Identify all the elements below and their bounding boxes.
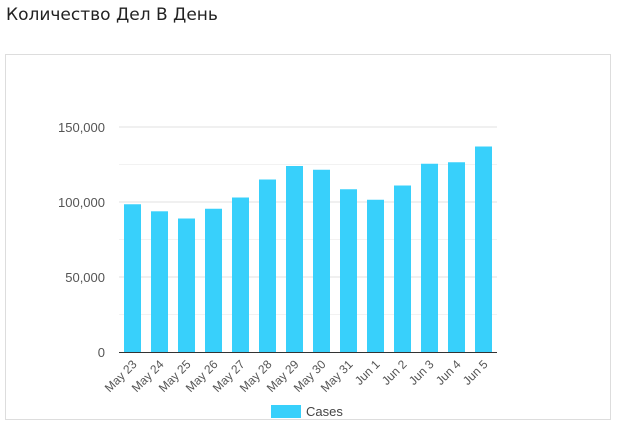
grid-layer bbox=[119, 126, 497, 315]
bar-1[interactable] bbox=[151, 211, 168, 352]
y-tick-label-2: 100,000 bbox=[58, 195, 105, 210]
bar-11[interactable] bbox=[421, 163, 438, 352]
y-tick-label-3: 150,000 bbox=[58, 120, 105, 135]
x-tick-label-11: Jun 3 bbox=[406, 357, 437, 388]
bar-6[interactable] bbox=[286, 166, 303, 352]
chart-card bbox=[5, 54, 611, 420]
x-tick-label-9: Jun 1 bbox=[352, 357, 383, 388]
bar-13[interactable] bbox=[475, 146, 492, 353]
legend[interactable]: Cases bbox=[271, 404, 343, 419]
bar-8[interactable] bbox=[340, 189, 357, 352]
bar-2[interactable] bbox=[178, 218, 195, 353]
legend-swatch-cases[interactable] bbox=[271, 405, 301, 418]
bars bbox=[124, 146, 492, 353]
y-tick-label-0: 0 bbox=[98, 345, 105, 360]
x-tick-label-12: Jun 4 bbox=[433, 357, 464, 388]
bar-10[interactable] bbox=[394, 185, 411, 353]
bar-0[interactable] bbox=[124, 204, 141, 352]
bar-4[interactable] bbox=[232, 197, 249, 353]
x-tick-label-13: Jun 5 bbox=[460, 357, 491, 388]
y-tick-label-1: 50,000 bbox=[65, 270, 105, 285]
bar-5[interactable] bbox=[259, 179, 276, 353]
legend-label-cases[interactable]: Cases bbox=[306, 404, 343, 419]
bar-7[interactable] bbox=[313, 169, 330, 352]
x-tick-label-10: Jun 2 bbox=[379, 357, 410, 388]
bar-3[interactable] bbox=[205, 208, 222, 352]
bar-9[interactable] bbox=[367, 199, 384, 352]
y-tick-labels: 0 50,000 100,000 150,000 bbox=[58, 120, 105, 360]
page-title: Количество Дел В День bbox=[6, 5, 218, 25]
bar-12[interactable] bbox=[448, 162, 465, 352]
